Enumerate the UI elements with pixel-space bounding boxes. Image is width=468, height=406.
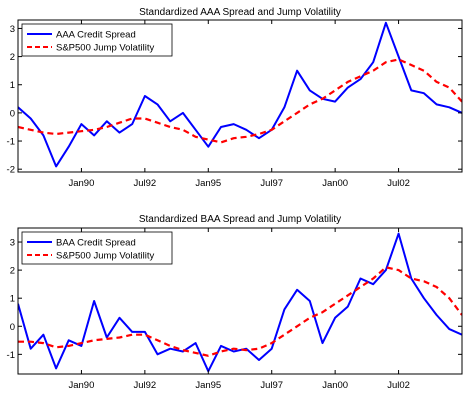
x-tick-label: Jan90 bbox=[68, 380, 94, 391]
legend-box bbox=[21, 231, 173, 265]
legend-box bbox=[21, 23, 173, 57]
legend: AAA Credit Spread S&P500 Jump Volatility bbox=[21, 23, 173, 57]
legend-label: AAA Credit Spread bbox=[56, 30, 136, 41]
y-tick-label: 1 bbox=[10, 80, 15, 91]
x-tick-label: Jul97 bbox=[260, 380, 283, 391]
y-tick-label: 2 bbox=[10, 52, 15, 63]
x-tick-label: Jan90 bbox=[68, 178, 94, 189]
x-tick-label: Jul02 bbox=[387, 380, 410, 391]
legend-label: S&P500 Jump Volatility bbox=[56, 251, 154, 262]
axes-frame bbox=[17, 19, 463, 173]
y-tick-label: -1 bbox=[7, 137, 15, 148]
aaa-chart: Standardized AAA Spread and Jump Volatil… bbox=[7, 7, 463, 189]
legend-label: S&P500 Jump Volatility bbox=[56, 43, 154, 54]
series-line-credit-spread bbox=[18, 21, 462, 168]
x-tick-label: Jan95 bbox=[195, 178, 221, 189]
axes-frame bbox=[17, 227, 463, 375]
y-tick-label: -2 bbox=[7, 165, 15, 176]
chart-title: Standardized BAA Spread and Jump Volatil… bbox=[139, 214, 341, 225]
series-line-credit-spread bbox=[18, 232, 462, 373]
x-tick-label: Jul92 bbox=[133, 178, 156, 189]
y-tick-label: 3 bbox=[10, 24, 15, 35]
y-tick-label: -1 bbox=[7, 350, 15, 361]
y-tick-label: 1 bbox=[10, 294, 15, 305]
x-tick-label: Jan00 bbox=[322, 380, 348, 391]
x-tick-label: Jan95 bbox=[195, 380, 221, 391]
x-tick-label: Jan00 bbox=[322, 178, 348, 189]
x-tick-label: Jul92 bbox=[133, 380, 156, 391]
chart-title: Standardized AAA Spread and Jump Volatil… bbox=[139, 7, 341, 18]
baa-chart: Standardized BAA Spread and Jump Volatil… bbox=[7, 214, 463, 391]
y-tick-label: 3 bbox=[10, 238, 15, 249]
y-tick-label: 2 bbox=[10, 266, 15, 277]
series-line-jump-volatility bbox=[18, 58, 462, 144]
x-tick-label: Jul97 bbox=[260, 178, 283, 189]
y-tick-label: 0 bbox=[10, 108, 15, 119]
legend: BAA Credit Spread S&P500 Jump Volatility bbox=[21, 231, 173, 265]
series-line-jump-volatility bbox=[18, 266, 462, 357]
y-tick-label: 0 bbox=[10, 322, 15, 333]
x-tick-label: Jul02 bbox=[387, 178, 410, 189]
legend-label: BAA Credit Spread bbox=[56, 238, 136, 249]
